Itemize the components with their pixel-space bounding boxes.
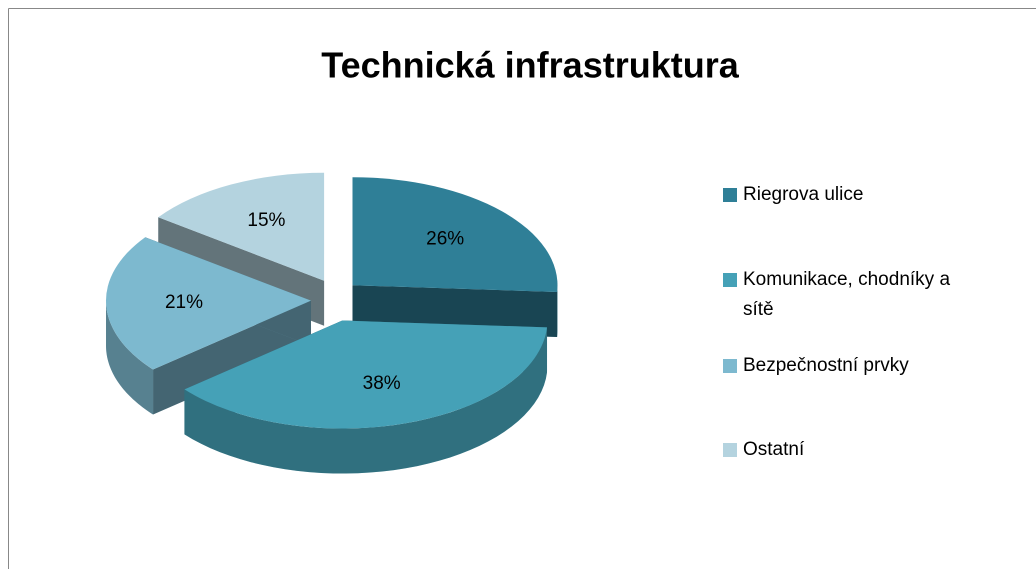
legend-item: Riegrova ulice bbox=[723, 180, 975, 210]
slice-wall bbox=[106, 300, 154, 415]
slice-wall bbox=[184, 327, 548, 474]
slice-top bbox=[184, 320, 548, 429]
legend-item: Komunikace, chodníky a sítě bbox=[723, 265, 975, 325]
slice-shade bbox=[106, 300, 154, 415]
slice-shade bbox=[184, 327, 548, 474]
pie-slice bbox=[184, 320, 548, 474]
pie bbox=[106, 172, 558, 474]
legend-swatch bbox=[723, 359, 737, 373]
legend-item: Bezpečnostní prvky bbox=[723, 351, 975, 381]
chart-title: Technická infrastruktura bbox=[321, 45, 739, 86]
legend-swatch bbox=[723, 188, 737, 202]
data-label: 15% bbox=[247, 210, 285, 231]
legend-label: Riegrova ulice bbox=[743, 184, 864, 205]
pie-slice bbox=[352, 177, 558, 337]
legend-swatch bbox=[723, 273, 737, 287]
legend-label: Komunikace, chodníky a sítě bbox=[743, 269, 951, 320]
slice-top bbox=[106, 237, 312, 370]
legend-label: Ostatní bbox=[743, 439, 805, 460]
slice-top bbox=[158, 172, 325, 281]
slice-top bbox=[352, 177, 558, 292]
legend-label: Bezpečnostní prvky bbox=[743, 355, 909, 376]
data-label: 21% bbox=[165, 292, 203, 313]
data-label: 26% bbox=[426, 228, 464, 249]
data-label: 38% bbox=[363, 373, 401, 394]
legend-item: Ostatní bbox=[723, 435, 975, 465]
legend-swatch bbox=[723, 443, 737, 457]
